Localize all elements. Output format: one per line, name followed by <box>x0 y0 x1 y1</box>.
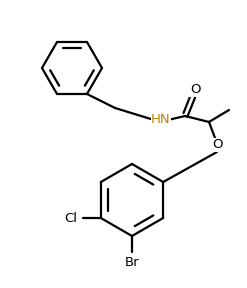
Text: O: O <box>190 84 200 96</box>
Text: Br: Br <box>125 255 139 268</box>
Text: HN: HN <box>151 113 171 126</box>
Text: Cl: Cl <box>64 211 77 225</box>
Text: O: O <box>212 139 222 151</box>
